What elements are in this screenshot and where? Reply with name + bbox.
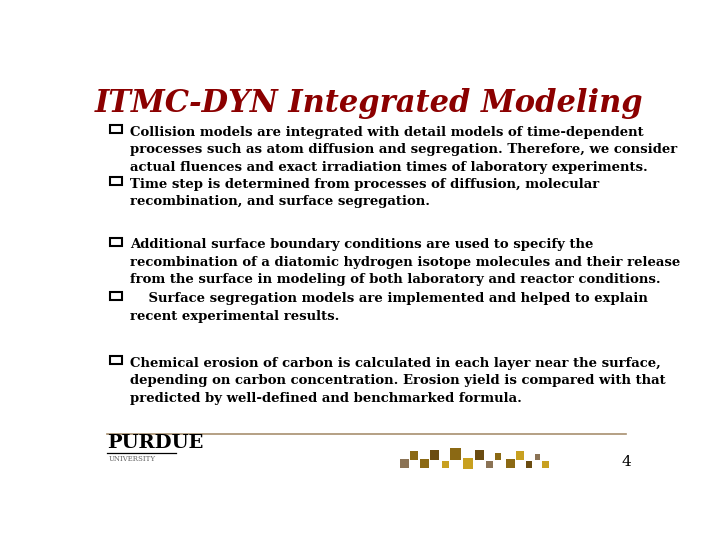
Bar: [109, 292, 122, 300]
Text: 4: 4: [621, 455, 631, 469]
Bar: [109, 356, 122, 364]
Bar: [495, 453, 501, 460]
Text: PURDUE: PURDUE: [107, 434, 203, 453]
Bar: [420, 459, 428, 468]
Bar: [475, 450, 484, 460]
Bar: [441, 461, 449, 468]
Text: Surface segregation models are implemented and helped to explain
recent experime: Surface segregation models are implement…: [130, 292, 648, 323]
Text: Collision models are integrated with detail models of time-dependent
processes s: Collision models are integrated with det…: [130, 126, 678, 174]
Bar: [109, 238, 122, 246]
Bar: [505, 459, 515, 468]
Bar: [516, 451, 524, 460]
Text: UNIVERSITY: UNIVERSITY: [109, 455, 156, 463]
Bar: [109, 125, 122, 133]
Bar: [486, 461, 493, 468]
Bar: [431, 450, 439, 460]
Bar: [463, 458, 473, 469]
Text: Chemical erosion of carbon is calculated in each layer near the surface,
dependi: Chemical erosion of carbon is calculated…: [130, 357, 666, 404]
Bar: [542, 461, 549, 468]
Bar: [526, 462, 533, 468]
Text: Additional surface boundary conditions are used to specify the
recombination of : Additional surface boundary conditions a…: [130, 238, 680, 286]
Bar: [451, 448, 461, 460]
Text: Time step is determined from processes of diffusion, molecular
recombination, an: Time step is determined from processes o…: [130, 178, 600, 208]
Bar: [535, 454, 540, 460]
Bar: [109, 177, 122, 185]
Bar: [410, 451, 418, 460]
Bar: [400, 459, 409, 468]
Text: ITMC-DYN Integrated Modeling: ITMC-DYN Integrated Modeling: [95, 87, 643, 119]
